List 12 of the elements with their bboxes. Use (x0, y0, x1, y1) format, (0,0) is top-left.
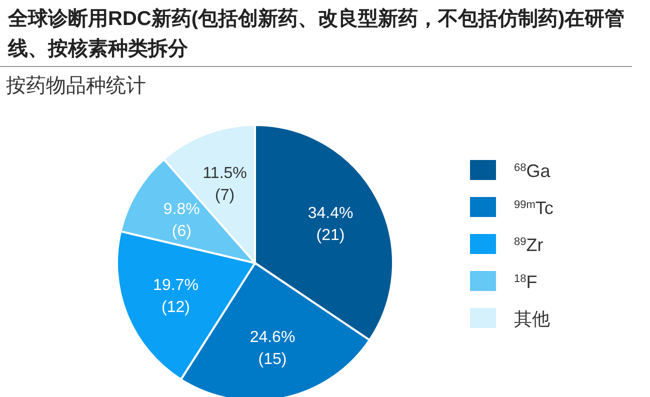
legend-label: $^{89}$Zr (514, 235, 544, 255)
data-label: 9.8% (6) (163, 200, 200, 240)
chart-title: 全球诊断用RDC新药(包括创新药、改良型新药，不包括仿制药)在研管线、按核素种类拆分 (8, 6, 626, 62)
data-label: 34.4% (21) (308, 204, 354, 244)
legend-label: $^{99m}$Tc (514, 198, 554, 218)
legend-label: 其他 (514, 309, 550, 329)
legend-label: $^{68}$Ga (514, 161, 552, 181)
data-label: 24.6% (15) (250, 328, 296, 368)
data-label: 19.7% (12) (153, 277, 198, 316)
data-label: 11.5% (7) (202, 164, 247, 204)
chart-subtitle: 按药物品种统计 (6, 74, 146, 99)
legend-label: $^{18}$F (514, 272, 538, 292)
